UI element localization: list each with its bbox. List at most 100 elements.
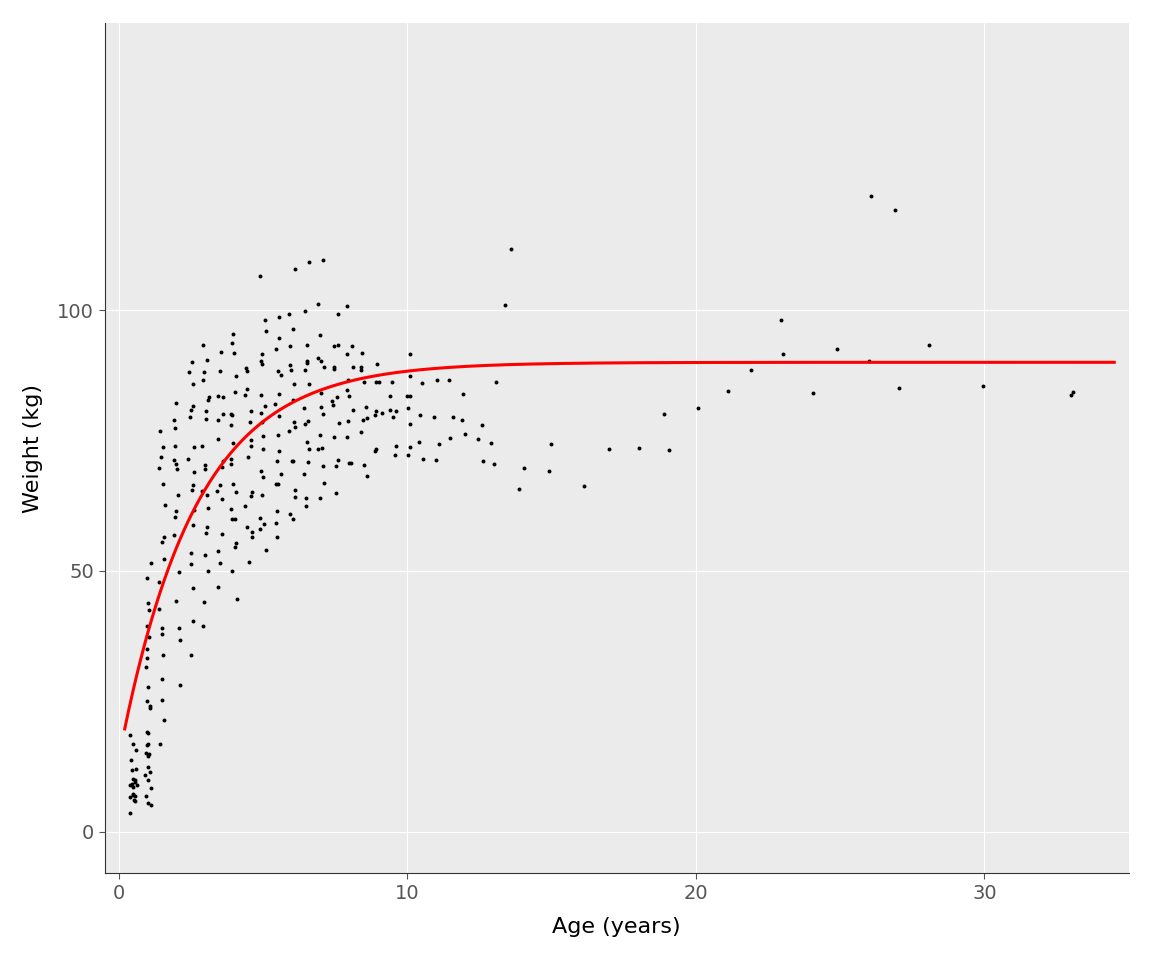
Point [167,504,185,519]
Point [919,337,938,352]
Point [251,511,270,526]
Point [285,414,303,429]
Point [1064,384,1083,399]
Point [401,346,419,361]
Point [380,402,399,418]
Point [397,389,416,404]
Point [282,453,301,468]
Point [222,512,241,527]
Point [439,372,457,388]
Point [283,321,302,336]
Point [429,372,447,388]
Point [440,430,458,445]
Point [240,449,258,465]
Point [138,759,157,775]
Point [182,647,200,662]
Point [211,477,229,492]
Point [469,432,487,447]
Point [243,485,262,500]
Point [184,477,203,492]
Point [170,633,189,648]
Point [165,528,183,543]
Point [310,427,328,443]
Point [270,386,288,401]
Point [138,726,157,741]
Point [354,412,372,427]
Point [127,742,145,757]
Point [242,439,260,454]
Point [827,342,846,357]
Point [124,793,143,808]
Point [121,777,139,792]
Point [630,440,649,455]
Point [281,362,300,377]
Point [138,736,157,752]
Point [358,411,377,426]
Point [198,393,217,408]
Point [184,517,203,533]
Point [339,347,357,362]
Point [338,430,356,445]
Point [890,380,909,396]
Point [142,780,160,796]
Point [222,407,241,422]
Point [139,795,158,810]
Point [127,773,145,788]
Point [401,417,419,432]
Point [255,516,273,532]
Point [655,407,674,422]
Point [211,363,229,378]
Point [124,788,143,804]
Point [774,347,793,362]
Point [257,542,275,558]
Point [194,337,212,352]
Point [213,406,232,421]
Point [154,712,173,728]
Point [184,439,203,454]
Point [213,390,232,405]
Point [353,360,371,375]
Point [207,484,226,499]
Point [295,467,313,482]
Point [973,378,992,394]
Point [298,355,317,371]
Point [213,460,232,475]
Point [222,451,241,467]
Point [137,725,156,740]
Point [128,778,146,793]
Point [166,420,184,435]
Point [238,381,257,396]
Point [137,746,156,761]
Point [412,375,431,391]
Point [280,306,298,322]
Point [196,457,214,472]
Point [270,427,288,443]
Point [150,461,168,476]
Point [267,453,286,468]
Point [313,252,332,268]
Point [312,353,331,369]
Point [167,395,185,410]
Point [226,512,244,527]
Point [253,347,272,362]
Point [430,436,448,451]
Point [225,436,243,451]
Point [184,464,203,479]
Point [328,452,347,468]
Point [237,519,256,535]
Point [198,488,217,503]
Point [213,491,232,506]
Point [281,357,300,372]
Point [152,692,170,708]
Point [401,369,419,384]
Point [139,680,158,695]
Point [859,353,878,369]
Point [286,490,304,505]
Point [366,407,385,422]
Point [150,601,168,616]
Point [255,441,273,456]
Point [401,389,419,404]
Point [180,365,198,380]
Point [152,620,170,636]
Point [296,362,314,377]
